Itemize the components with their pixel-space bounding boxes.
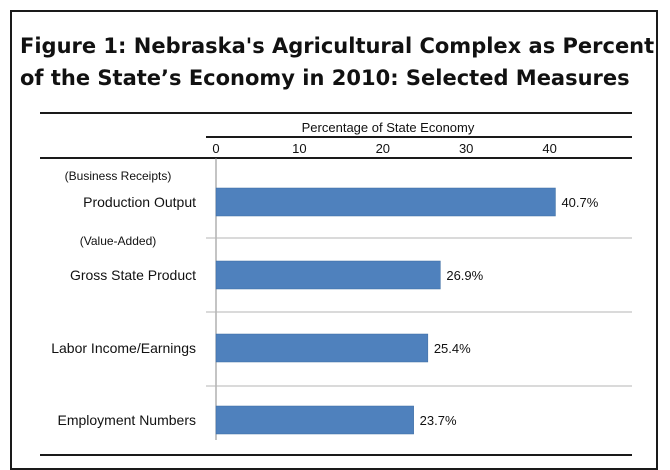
chart-title-line-2: of the State’s Economy in 2010: Selected… [20,66,630,90]
x-tick-label: 40 [542,141,556,156]
value-label: 25.4% [434,341,471,356]
x-axis-title: Percentage of State Economy [302,120,475,135]
category-sublabel: (Business Receipts) [65,169,172,183]
chart-title-line-1: Figure 1: Nebraska's Agricultural Comple… [20,34,655,58]
x-tick-label: 0 [212,141,219,156]
chart-title: Figure 1: Nebraska's Agricultural Comple… [20,30,660,94]
category-sublabel: (Value-Added) [80,234,157,248]
value-label: 26.9% [446,268,483,283]
x-tick-label: 20 [376,141,390,156]
category-label: Labor Income/Earnings [51,340,196,356]
bar [215,333,429,363]
category-label: Production Output [83,194,196,210]
bar [215,405,414,435]
x-tick-label: 10 [292,141,306,156]
x-tick-label: 30 [459,141,473,156]
chart-frame [10,10,658,470]
category-label: Employment Numbers [58,412,197,428]
bar [215,260,441,290]
value-label: 40.7% [561,195,598,210]
bar [215,187,556,217]
category-label: Gross State Product [70,267,196,283]
value-label: 23.7% [420,413,457,428]
